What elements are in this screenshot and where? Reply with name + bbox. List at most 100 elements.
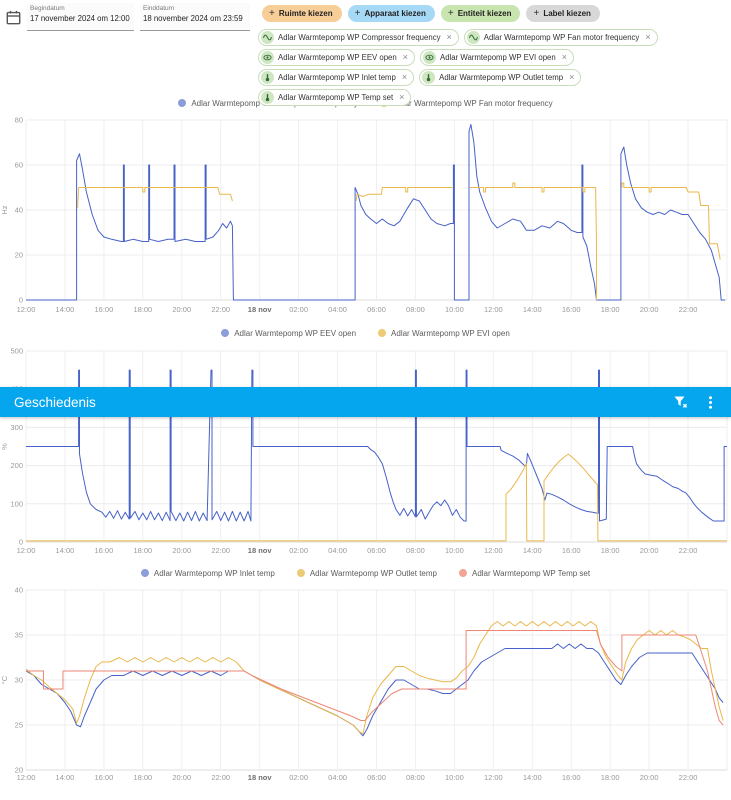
svg-text:14:00: 14:00: [523, 305, 542, 314]
entity-chip[interactable]: Adlar Warmtepomp WP Fan motor frequency ×: [463, 29, 658, 46]
svg-text:18 nov: 18 nov: [248, 773, 273, 782]
close-icon[interactable]: ×: [561, 52, 567, 62]
entity-chip-label: Adlar Warmtepomp WP Outlet temp: [439, 73, 564, 82]
svg-text:06:00: 06:00: [367, 773, 386, 782]
entity-chip[interactable]: Adlar Warmtepomp WP Compressor frequency…: [258, 29, 459, 46]
legend-item[interactable]: Adlar Warmtepomp WP EVI open: [378, 329, 510, 338]
entity-chip-label: Adlar Warmtepomp WP Temp set: [278, 93, 394, 102]
svg-text:16:00: 16:00: [94, 305, 113, 314]
app-bar: Geschiedenis: [0, 387, 731, 417]
svg-text:22:00: 22:00: [679, 546, 698, 555]
entity-chip[interactable]: Adlar Warmtepomp WP Inlet temp ×: [258, 69, 415, 86]
svg-text:12:00: 12:00: [17, 305, 36, 314]
begin-date-field[interactable]: Begindatum 17 november 2024 om 12:00: [27, 3, 134, 31]
close-icon[interactable]: ×: [399, 92, 405, 102]
svg-text:12:00: 12:00: [17, 773, 36, 782]
header: Begindatum 17 november 2024 om 12:00 Ein…: [0, 0, 731, 106]
thermometer-icon: [265, 93, 270, 102]
legend-item[interactable]: Adlar Warmtepomp WP Temp set: [458, 569, 590, 578]
svg-text:16:00: 16:00: [94, 546, 113, 555]
end-date-label: Einddatum: [143, 5, 175, 12]
chip-icon-circle: [261, 31, 274, 44]
svg-text:02:00: 02:00: [289, 546, 308, 555]
valve-chart[interactable]: 010020030040050012:0014:0016:0018:0020:0…: [0, 342, 731, 560]
svg-text:10:00: 10:00: [445, 546, 464, 555]
legend-label: Adlar Warmtepomp WP EEV open: [234, 328, 357, 338]
plus-icon: +: [269, 7, 275, 19]
svg-text:08:00: 08:00: [406, 773, 425, 782]
svg-text:18:00: 18:00: [601, 773, 620, 782]
plus-icon: +: [354, 7, 361, 19]
svg-text:20:00: 20:00: [172, 546, 191, 555]
svg-text:10:00: 10:00: [445, 305, 464, 314]
legend-label: Adlar Warmtepomp WP Inlet temp: [153, 568, 275, 578]
menu-dots-icon[interactable]: [701, 393, 719, 411]
begin-date-label: Begindatum: [30, 5, 65, 12]
filter-button-entiteit[interactable]: + Entiteit kiezen: [440, 5, 521, 22]
plus-icon: +: [533, 7, 540, 19]
svg-text:16:00: 16:00: [562, 546, 581, 555]
filter-remove-icon[interactable]: [671, 393, 689, 411]
svg-text:04:00: 04:00: [328, 546, 347, 555]
svg-text:04:00: 04:00: [328, 305, 347, 314]
eye-icon: [425, 54, 434, 61]
svg-text:18:00: 18:00: [133, 773, 152, 782]
legend-dot: [296, 569, 305, 577]
svg-text:22:00: 22:00: [211, 305, 230, 314]
svg-text:20:00: 20:00: [172, 305, 191, 314]
svg-text:18:00: 18:00: [133, 305, 152, 314]
series-line: [26, 124, 726, 301]
filter-button-label: Entiteit kiezen: [457, 9, 512, 18]
legend-label: Adlar Warmtepomp WP Outlet temp: [309, 568, 437, 578]
filter-button-row: + Ruimte kiezen + Apparaat kiezen + Entiteit …: [262, 5, 600, 22]
svg-text:14:00: 14:00: [56, 773, 75, 782]
entity-chip-label: Adlar Warmtepomp WP Compressor frequency: [278, 33, 441, 42]
svg-text:60: 60: [15, 161, 23, 170]
svg-text:16:00: 16:00: [562, 773, 581, 782]
close-icon[interactable]: ×: [402, 52, 409, 62]
close-icon[interactable]: ×: [645, 32, 651, 42]
svg-text:0: 0: [19, 296, 23, 305]
svg-text:16:00: 16:00: [94, 773, 113, 782]
svg-text:12:00: 12:00: [17, 546, 36, 555]
filter-button-apparaat[interactable]: + Apparaat kiezen: [347, 5, 435, 22]
filter-button-ruimte[interactable]: + Ruimte kiezen: [262, 5, 342, 22]
end-date-value: 18 november 2024 om 23:59: [143, 14, 243, 23]
chip-icon-circle: [423, 51, 437, 64]
svg-text:14:00: 14:00: [56, 546, 75, 555]
close-icon[interactable]: ×: [446, 32, 452, 42]
end-date-field[interactable]: Einddatum 18 november 2024 om 23:59: [140, 3, 250, 31]
sine-wave-icon: [468, 34, 478, 41]
series-line: [25, 643, 724, 737]
entity-chip[interactable]: Adlar Warmtepomp WP Outlet temp ×: [419, 69, 582, 86]
page-title: Geschiedenis: [14, 394, 96, 410]
svg-text:20:00: 20:00: [172, 773, 191, 782]
legend-item[interactable]: Adlar Warmtepomp WP Inlet temp: [140, 568, 275, 578]
temperature-chart[interactable]: 20 25 30 35 40 12:00 14:00 16:00 18:00 20:00 22:00…: [0, 582, 731, 798]
close-icon[interactable]: ×: [401, 72, 408, 82]
entity-chip[interactable]: Adlar Warmtepomp WP EEV open ×: [258, 49, 416, 66]
svg-text:18:00: 18:00: [601, 305, 620, 314]
entity-chip[interactable]: Adlar Warmtepomp WP Temp set ×: [258, 89, 412, 106]
legend-label: Adlar Warmtepomp WP EVI open: [391, 328, 510, 338]
entity-chip-label: Adlar Warmtepomp WP Fan motor frequency: [483, 33, 640, 42]
legend-item[interactable]: Adlar Warmtepomp WP Outlet temp: [296, 568, 437, 578]
close-icon[interactable]: ×: [569, 72, 575, 82]
legend-dot: [221, 329, 230, 337]
series-line: [77, 187, 233, 208]
svg-text:18 nov: 18 nov: [248, 546, 273, 555]
chip-icon-circle: [261, 51, 274, 64]
filter-button-label[interactable]: + Label kiezen: [526, 5, 600, 22]
legend-dot: [140, 569, 149, 577]
frequency-chart[interactable]: 0 20 40 60 80 12:00 14:00 16:00 18:00 20:00 22:00 1…: [0, 112, 731, 322]
svg-text:22:00: 22:00: [211, 773, 230, 782]
thermometer-icon: [426, 73, 431, 82]
filter-button-label: Ruimte kiezen: [278, 9, 333, 18]
series-line: [621, 182, 721, 260]
legend-item[interactable]: Adlar Warmtepomp WP EEV open: [221, 329, 356, 338]
svg-text:200: 200: [10, 461, 23, 470]
entity-chip[interactable]: Adlar Warmtepomp WP EVI open ×: [420, 49, 574, 66]
svg-text:18:00: 18:00: [133, 546, 152, 555]
svg-text:12:00: 12:00: [484, 773, 503, 782]
